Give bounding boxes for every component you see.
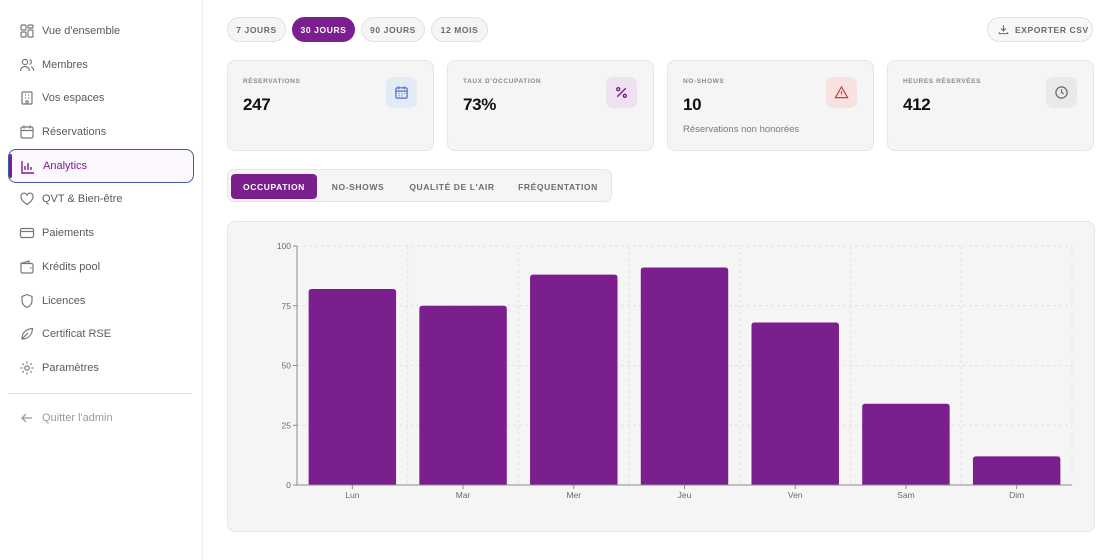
sidebar-item-label: Paramètres [42, 362, 99, 374]
chart-bar [530, 274, 618, 485]
sidebar-item-label: Vue d'ensemble [42, 25, 121, 37]
period-7-days[interactable]: 7 JOURS [227, 17, 286, 42]
y-tick-label: 0 [286, 480, 291, 490]
sidebar-item-label: QVT & Bien-être [42, 193, 123, 205]
users-icon [19, 58, 35, 72]
credit-card-icon [19, 227, 35, 239]
kpi-subtitle: Réservations non honorées [683, 124, 800, 135]
grid-icon [20, 24, 34, 38]
sidebar-divider [8, 393, 192, 394]
sidebar-item-label: Vos espaces [42, 92, 105, 104]
quit-admin-link[interactable]: Quitter l'admin [8, 401, 194, 435]
x-tick-label: Sam [897, 490, 914, 500]
sidebar-item-label: Licences [42, 295, 86, 307]
occupation-bar-chart: 0 25 50 75 100 Lun Mar Mer Jeu Ven Sam Dim [277, 241, 1073, 500]
y-tick-label: 25 [282, 420, 292, 430]
x-tick-label: Ven [788, 490, 803, 500]
kpi-label: RÉSERVATIONS [243, 78, 301, 85]
period-12-months[interactable]: 12 MOIS [431, 17, 488, 42]
sidebar-item-settings[interactable]: Paramètres [8, 351, 194, 385]
heart-icon [20, 192, 34, 206]
y-tick-label: 100 [277, 241, 291, 251]
download-icon [998, 25, 1009, 35]
kpi-label: NO-SHOWS [683, 78, 725, 85]
sidebar-item-label: Membres [42, 59, 88, 71]
leaf-icon [21, 327, 34, 340]
percent-icon [606, 77, 637, 108]
kpi-value: 412 [903, 95, 931, 114]
sidebar-item-payments[interactable]: Paiements [8, 216, 194, 250]
period-90-days[interactable]: 90 JOURS [361, 17, 425, 42]
chart-bar [862, 403, 950, 485]
tab-occupation[interactable]: OCCUPATION [231, 174, 317, 199]
chart-bar [751, 322, 839, 485]
wallet-icon [20, 260, 34, 274]
tab-attendance[interactable]: FRÉQUENTATION [518, 181, 598, 192]
x-tick-label: Lun [345, 490, 359, 500]
y-tick-label: 75 [282, 301, 292, 311]
calendar-icon [20, 125, 34, 139]
tab-air-quality[interactable]: QUALITÉ DE L'AIR [409, 181, 495, 192]
kpi-value: 247 [243, 95, 271, 114]
calendar-icon [386, 77, 417, 108]
sidebar-item-label: Krédits pool [42, 261, 101, 273]
kpi-label: TAUX D'OCCUPATION [463, 78, 542, 85]
chart-bar [972, 456, 1061, 485]
occupation-chart-panel: 0 25 50 75 100 Lun Mar Mer Jeu Ven Sam Dim [227, 221, 1095, 532]
gear-icon [20, 361, 34, 375]
kpi-card-hours: HEURES RÉSERVÉES 412 [887, 60, 1094, 151]
sidebar-item-certificat-rse[interactable]: Certificat RSE [8, 317, 194, 351]
sidebar-item-credits-pool[interactable]: Krédits pool [8, 250, 194, 284]
y-tick-label: 50 [282, 361, 292, 371]
x-tick-label: Mar [456, 490, 471, 500]
analytics-tabs: OCCUPATION NO-SHOWS QUALITÉ DE L'AIR FRÉ… [227, 169, 612, 202]
chart-bar [308, 289, 397, 485]
bar-chart-icon [21, 161, 34, 174]
tab-no-shows[interactable]: NO-SHOWS [331, 181, 385, 192]
warning-icon [826, 77, 857, 108]
sidebar-item-licences[interactable]: Licences [8, 284, 194, 318]
kpi-card-no-shows: NO-SHOWS 10 Réservations non honorées [667, 60, 874, 151]
quit-admin-label: Quitter l'admin [42, 412, 113, 424]
export-csv-button[interactable]: EXPORTER CSV [987, 17, 1093, 42]
kpi-value: 10 [683, 95, 702, 114]
kpi-card-reservations: RÉSERVATIONS 247 [227, 60, 434, 151]
sidebar-item-analytics[interactable]: Analytics [8, 149, 194, 183]
period-30-days[interactable]: 30 JOURS [292, 17, 355, 42]
shield-icon [21, 293, 33, 309]
export-csv-label: EXPORTER CSV [1015, 24, 1089, 35]
sidebar-item-label: Certificat RSE [42, 328, 112, 340]
chart-bar [640, 267, 729, 485]
sidebar-item-reservations[interactable]: Réservations [8, 115, 194, 149]
sidebar-item-overview[interactable]: Vue d'ensemble [8, 14, 194, 48]
x-tick-label: Dim [1009, 490, 1024, 500]
sidebar-item-label: Réservations [42, 126, 107, 138]
arrow-left-icon [21, 413, 32, 423]
chart-bar [419, 305, 507, 485]
sidebar-item-label: Paiements [42, 227, 94, 239]
sidebar-item-members[interactable]: Membres [8, 48, 194, 82]
x-tick-label: Jeu [678, 490, 692, 500]
kpi-label: HEURES RÉSERVÉES [903, 78, 982, 85]
sidebar-item-label: Analytics [43, 160, 88, 172]
x-tick-label: Mer [566, 490, 581, 500]
sidebar-item-spaces[interactable]: Vos espaces [8, 81, 194, 115]
kpi-card-occupancy: TAUX D'OCCUPATION 73% [447, 60, 654, 151]
clock-icon [1046, 77, 1077, 108]
building-icon [21, 91, 33, 105]
kpi-value: 73% [463, 95, 497, 114]
sidebar-item-qvt[interactable]: QVT & Bien-être [8, 182, 194, 216]
sidebar: Vue d'ensemble Membres Vos espaces Réser… [0, 0, 203, 560]
